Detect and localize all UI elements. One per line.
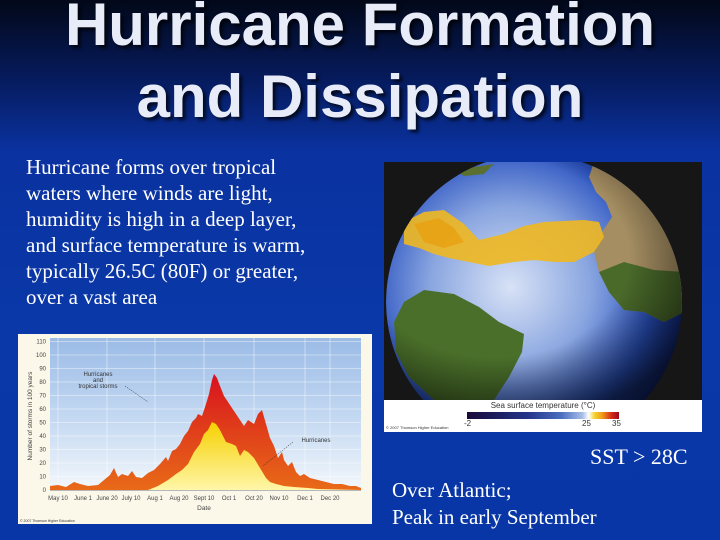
y-tick: 90 <box>39 367 46 373</box>
y-tick: 40 <box>39 434 46 440</box>
sst-globe-image: Sea surface temperature (°C) -2 25 35 © … <box>384 162 702 432</box>
sst-threshold-note: SST > 28C <box>590 444 688 469</box>
x-tick: May 10 <box>48 496 68 502</box>
x-axis-label: Date <box>197 505 211 512</box>
x-tick: Aug 20 <box>169 496 189 502</box>
y-axis-label: Number of storms in 100 years <box>27 371 34 461</box>
series-hurricanes <box>50 422 361 490</box>
svg-text:and: and <box>93 378 103 384</box>
body-line: over a vast area <box>26 285 158 309</box>
svg-text:Hurricanes: Hurricanes <box>83 372 112 378</box>
x-tick: Dec 20 <box>320 496 340 502</box>
x-tick: June 20 <box>96 496 118 502</box>
y-tick: 0 <box>43 488 47 494</box>
y-tick: 60 <box>39 407 46 413</box>
svg-text:tropical storms: tropical storms <box>78 384 117 390</box>
chart-credit: © 2007 Thomson Higher Education <box>20 519 75 523</box>
x-tick: July 10 <box>121 496 141 502</box>
y-tick: 50 <box>39 421 46 427</box>
notes-text: Over Atlantic; Peak in early September <box>392 477 597 531</box>
sst-colorbar <box>467 412 619 419</box>
colorbar-mid-label: 25 <box>582 419 591 428</box>
x-tick: Sept 10 <box>194 496 215 502</box>
y-tick: 30 <box>39 448 46 454</box>
sst-colorbar-legend: Sea surface temperature (°C) -2 25 35 © … <box>384 400 702 432</box>
title-line-1: Hurricane Formation <box>64 0 656 58</box>
globe-svg <box>384 162 702 432</box>
colorbar-max-label: 35 <box>612 419 621 428</box>
body-line: and surface temperature is warm, <box>26 233 306 257</box>
body-line: typically 26.5C (80F) or greater, <box>26 259 299 283</box>
body-line: waters where winds are light, <box>26 181 273 205</box>
globe-credit: © 2007 Thomson Higher Education <box>386 425 449 430</box>
storm-frequency-chart: 0 10 20 30 40 50 60 70 80 90 100 110 Num… <box>18 334 372 524</box>
x-tick: June 1 <box>74 496 93 502</box>
colorbar-title: Sea surface temperature (°C) <box>490 401 596 410</box>
x-tick: Dec 1 <box>297 496 313 502</box>
x-tick: Oct 20 <box>245 496 263 502</box>
series-annotation-hurricanes: Hurricanes <box>301 438 330 444</box>
body-line: humidity is high in a deep layer, <box>26 207 297 231</box>
y-tick: 70 <box>39 394 46 400</box>
x-tick-labels: May 10 June 1 June 20 July 10 Aug 1 Aug … <box>48 496 340 502</box>
title-line-2: and Dissipation <box>136 63 584 130</box>
x-tick: Nov 10 <box>269 496 289 502</box>
y-tick: 20 <box>39 461 46 467</box>
chart-svg: 0 10 20 30 40 50 60 70 80 90 100 110 Num… <box>20 338 361 523</box>
x-tick: Aug 1 <box>147 496 163 502</box>
y-tick: 80 <box>39 380 46 386</box>
series-annotation-all-storms: Hurricanes and tropical storms <box>78 372 117 390</box>
body-paragraph: Hurricane forms over tropical waters whe… <box>26 154 376 310</box>
y-tick-labels: 0 10 20 30 40 50 60 70 80 90 100 110 <box>36 340 47 495</box>
y-tick: 100 <box>36 353 47 359</box>
colorbar-min-label: -2 <box>464 419 472 428</box>
series-all-storms <box>50 374 361 490</box>
notes-line: Peak in early September <box>392 505 597 529</box>
y-tick: 110 <box>36 340 46 346</box>
y-tick: 10 <box>39 475 46 481</box>
x-tick: Oct 1 <box>222 496 237 502</box>
body-line: Hurricane forms over tropical <box>26 155 277 179</box>
notes-line: Over Atlantic; <box>392 478 512 502</box>
